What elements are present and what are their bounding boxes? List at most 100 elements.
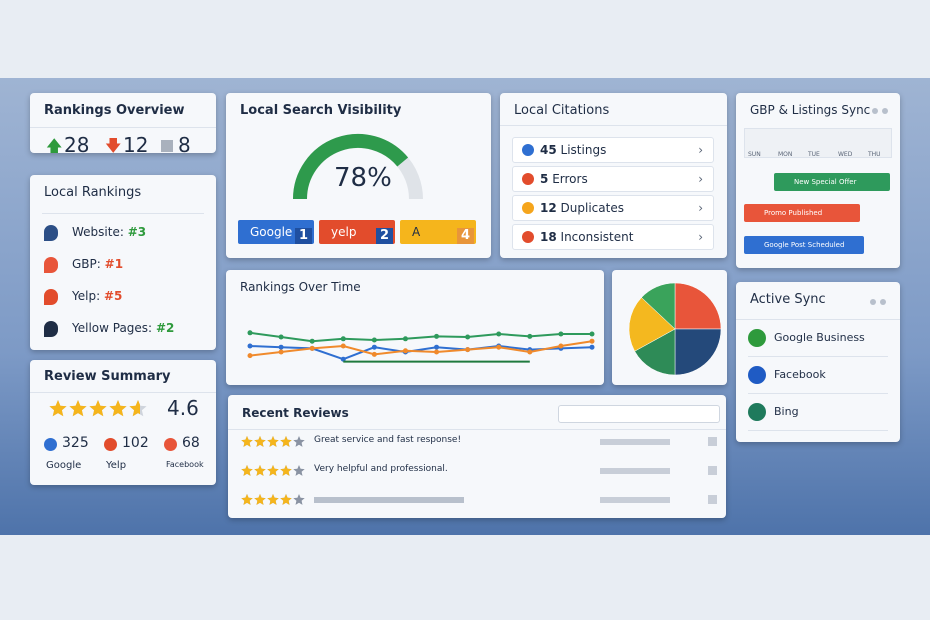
panel-title: Local Search Visibility (240, 103, 402, 118)
sync-icon (748, 329, 766, 347)
source-icon (104, 438, 117, 451)
badge-rank: 2 (375, 228, 393, 244)
citation-count: 5 (540, 172, 549, 186)
star-fill (88, 400, 108, 417)
pie-slice (628, 297, 676, 352)
source-count: 325 (62, 435, 89, 451)
review-stars-fill (241, 465, 292, 476)
panel-title: GBP & Listings Sync (750, 103, 871, 117)
review-summary: Review Summary 4.6 325 Google 102 Yelp 68 Fac… (30, 360, 216, 485)
citation-text: 18 Inconsistent (540, 225, 633, 249)
series-dot (434, 344, 440, 350)
rank-icon (44, 289, 58, 305)
citation-text: 45 Listings (540, 138, 606, 162)
series-dot (309, 338, 315, 344)
header (500, 93, 727, 126)
series-dot (247, 353, 253, 359)
citation-row[interactable]: 5 Errors › (512, 166, 714, 192)
series-dot (340, 336, 346, 342)
citation-row[interactable]: 18 Inconsistent › (512, 224, 714, 250)
source-icon (44, 438, 57, 451)
citations: Local Citations 45 Listings › 5 Errors › 12 … (500, 93, 727, 258)
source-count: 68 (182, 435, 200, 451)
review-stars (241, 465, 305, 476)
series-dot (371, 344, 377, 350)
panel-title: Local Rankings (44, 185, 142, 200)
review-text: Great service and fast response! (314, 435, 462, 445)
pie-slice (674, 282, 722, 330)
up-icon: 🡅 (46, 136, 63, 153)
star-fill (68, 400, 88, 417)
series-dot (527, 333, 533, 339)
citation-icon (522, 202, 534, 214)
star (267, 494, 279, 505)
header (30, 93, 216, 128)
badge[interactable]: yelp 2 (319, 220, 395, 244)
badge-rank: 1 (294, 228, 312, 244)
series-dot (465, 347, 471, 353)
review-stars (241, 436, 305, 447)
series-dot (465, 334, 471, 340)
rankings-over-time: Rankings Over Time (226, 270, 604, 385)
source-count: 102 (122, 435, 149, 451)
pie-slice (641, 282, 676, 330)
placeholder (600, 439, 670, 445)
citation-text: 12 Duplicates (540, 196, 624, 220)
citation-row[interactable]: 45 Listings › (512, 137, 714, 163)
rank-label: Yellow Pages: (72, 321, 153, 335)
event[interactable]: New Special Offer (774, 173, 890, 191)
header (228, 395, 726, 430)
series-dot (589, 344, 595, 350)
checkbox (708, 437, 717, 446)
citation-row[interactable]: 12 Duplicates › (512, 195, 714, 221)
star (280, 494, 292, 505)
review-text: Very helpful and professional. (314, 464, 448, 474)
series-dot (589, 331, 595, 337)
series-dot (278, 334, 284, 340)
star (241, 465, 253, 476)
event[interactable]: Promo Published (744, 204, 860, 222)
pie-chart (628, 282, 722, 376)
series-dot (527, 349, 533, 355)
series-dot (278, 349, 284, 355)
star (267, 436, 279, 447)
rank-value: #2 (155, 321, 175, 335)
event[interactable]: Google Post Scheduled (744, 236, 864, 254)
rank-row: GBP: #1 (72, 257, 123, 271)
star (254, 465, 266, 476)
day-label: SUN (748, 151, 761, 158)
badge-rank: 4 (456, 228, 474, 244)
series-dot (371, 351, 377, 357)
series-dot (340, 343, 346, 349)
sync-item: Google Business (748, 320, 888, 357)
checkbox (708, 466, 717, 475)
neutral-count: 8 (178, 133, 191, 153)
star-bg (293, 494, 305, 505)
badge[interactable]: Google 1 (238, 220, 314, 244)
series-dot (402, 348, 408, 354)
rank-label: Yelp: (72, 289, 101, 303)
day-label: WED (838, 151, 853, 158)
day-label: TUE (808, 151, 820, 158)
series-dot (247, 330, 253, 336)
rank-value: #5 (103, 289, 123, 303)
panel-title: Review Summary (44, 369, 171, 384)
citation-text: 5 Errors (540, 167, 588, 191)
sync-item: Bing (748, 394, 888, 431)
series-dot (434, 333, 440, 339)
star (241, 494, 253, 505)
placeholder (600, 497, 670, 503)
series-line (249, 344, 593, 361)
sync-icon (748, 403, 766, 421)
up-count: 28 (64, 133, 90, 153)
checkbox (708, 495, 717, 504)
day-label: THU (868, 151, 881, 158)
rank-row: Website: #3 (72, 225, 146, 239)
series-line (249, 331, 592, 343)
local-rankings: Local Rankings Website: #3 GBP: #1 Yelp: #… (30, 175, 216, 350)
panel-title: Rankings Over Time (240, 280, 361, 294)
filter-box[interactable] (558, 405, 720, 423)
down-count: 12 (123, 133, 149, 153)
